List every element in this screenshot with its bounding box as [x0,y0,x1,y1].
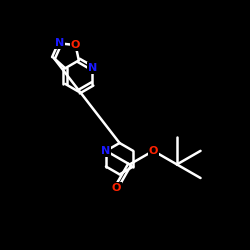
Text: O: O [71,40,80,50]
Text: N: N [101,146,110,156]
Text: N: N [55,38,64,48]
Text: N: N [88,63,97,73]
Text: O: O [111,183,121,193]
Text: O: O [148,146,158,156]
